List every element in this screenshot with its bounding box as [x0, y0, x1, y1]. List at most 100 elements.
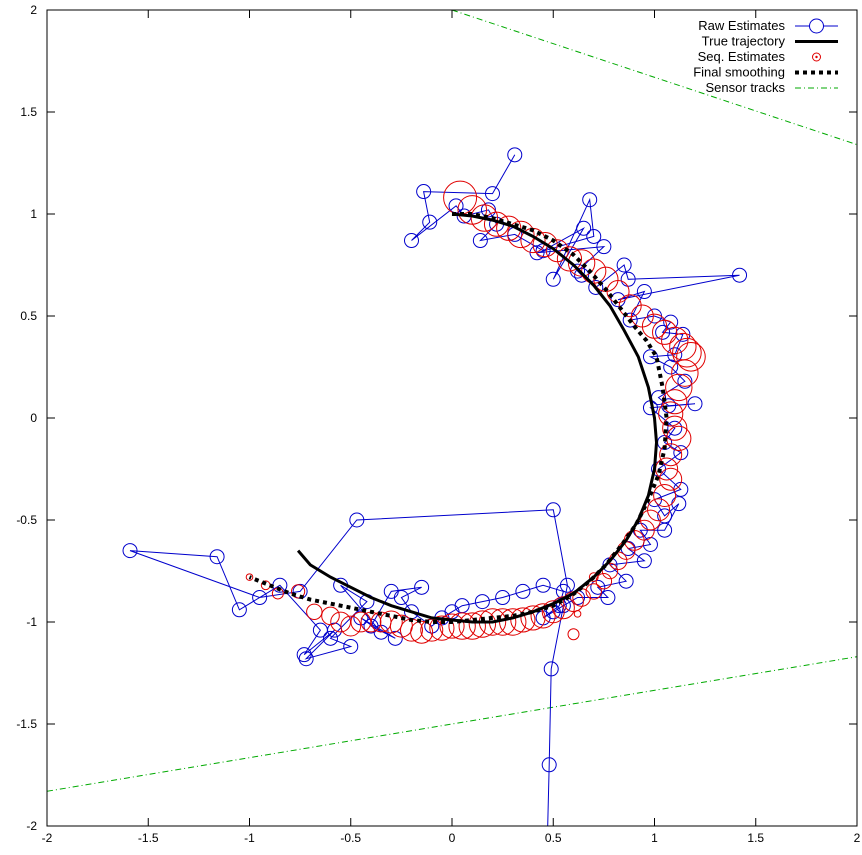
raw-estimate-point: [655, 324, 671, 340]
raw-estimate-point: [732, 267, 748, 283]
legend-label: Sensor tracks: [706, 80, 786, 95]
seq-estimate-point: [340, 615, 362, 637]
raw-estimate-point: [582, 192, 598, 208]
raw-estimate-point: [642, 349, 658, 365]
seq-estimate-point: [468, 610, 497, 638]
raw-estimate-point: [622, 312, 638, 328]
seq-estimate-point: [573, 610, 582, 618]
seq-estimate-point: [321, 606, 340, 626]
seq-estimate-point: [507, 220, 535, 249]
raw-estimate-point: [416, 184, 432, 200]
raw-estimate-point: [209, 549, 225, 565]
y-tick-label: -1: [26, 615, 37, 629]
raw-estimate-point: [543, 661, 559, 677]
raw-estimate-point: [296, 647, 312, 663]
raw-estimate-point: [122, 543, 138, 559]
seq-estimate-point: [532, 232, 558, 258]
raw-estimate-point: [343, 638, 359, 654]
seq-estimate-point: [647, 498, 671, 522]
legend-swatch-dot: [815, 55, 818, 59]
raw-estimate-point: [448, 198, 464, 214]
raw-estimate-point: [545, 271, 561, 287]
raw-estimate-point: [596, 239, 612, 255]
raw-estimate-point: [404, 233, 419, 249]
raw-estimate-point: [485, 186, 500, 202]
seq-estimate-point: [658, 401, 684, 427]
raw-estimate-point: [687, 396, 703, 412]
raw-estimate-point: [545, 502, 561, 518]
raw-estimate-point: [495, 590, 511, 606]
seq-estimate-point: [470, 204, 499, 232]
x-tick-label: 2: [854, 831, 861, 845]
seq-estimate-point: [652, 319, 678, 345]
raw-estimate-point: [472, 233, 488, 249]
x-tick-label: -1: [244, 831, 255, 845]
raw-estimate-point: [657, 522, 673, 538]
seq-estimate-point: [429, 615, 455, 641]
raw-estimate-point: [677, 373, 693, 389]
seq-estimate-point: [601, 562, 619, 580]
y-tick-label: 1: [30, 207, 37, 221]
seq-estimate-point: [676, 342, 706, 372]
seq-estimate-point: [556, 246, 583, 272]
raw-estimate-point: [387, 630, 403, 646]
raw-estimate-point: [298, 651, 314, 667]
seq-estimate-point: [458, 612, 486, 640]
seq-estimate-point: [520, 605, 546, 631]
x-tick-label: -2: [42, 831, 53, 845]
seq-estimate-point: [659, 443, 683, 467]
raw-estimate-point: [349, 512, 365, 528]
seq-estimate-point: [671, 359, 699, 387]
raw-estimate-point: [663, 314, 679, 330]
seq-estimate-point: [530, 603, 556, 629]
legend-label: Seq. Estimates: [698, 49, 786, 64]
y-tick-label: -0.5: [16, 513, 37, 527]
raw-estimate-point: [252, 590, 268, 606]
final-smoothing-line: [248, 212, 669, 624]
raw-estimates-line: [129, 154, 740, 826]
legend-swatch-circle: [809, 18, 824, 34]
raw-estimate-point: [576, 220, 592, 236]
raw-estimate-point: [636, 284, 652, 300]
raw-estimate-point: [507, 147, 523, 163]
raw-estimate-point: [474, 594, 490, 610]
legend-label: Raw Estimates: [698, 18, 785, 33]
true-trajectory-line: [296, 212, 659, 624]
plot-area: [47, 10, 857, 826]
legend-swatch-circle: [812, 52, 821, 62]
x-tick-label: 0: [449, 831, 456, 845]
axes: -2 -1.5 -1 -0.5 0 0.5 1 1.5 2 -2 -1.5 -1 -0.5 0 0.5 1 1.…: [16, 3, 860, 845]
seq-estimate-point: [379, 610, 403, 634]
x-tick-label: 0.5: [545, 831, 562, 845]
raw-estimate-point: [667, 420, 683, 436]
raw-estimate-point: [231, 602, 247, 618]
y-tick-label: 0: [30, 411, 37, 425]
legend-label: True trajectory: [702, 34, 786, 49]
seq-estimate-point: [245, 573, 254, 581]
seq-estimate-point: [567, 249, 596, 277]
y-tick-label: 0.5: [20, 309, 37, 323]
raw-estimate-point: [541, 757, 557, 773]
seq-estimate-point: [585, 583, 602, 600]
seq-estimate-point: [330, 611, 352, 633]
raw-estimate-point: [663, 359, 679, 375]
raw-estimate-point: [383, 583, 399, 599]
raw-estimate-point: [616, 257, 632, 273]
raw-estimate-point: [600, 590, 616, 606]
y-tick-label: -1.5: [16, 717, 37, 731]
seq-estimate-point: [510, 607, 536, 633]
x-tick-label: 1.5: [747, 831, 764, 845]
seq-estimate-point: [659, 467, 683, 491]
x-tick-label: -1.5: [138, 831, 159, 845]
x-tick-label: 1: [651, 831, 658, 845]
seq-estimate-point: [439, 613, 465, 639]
seq-estimate-point: [567, 628, 580, 641]
raw-estimate-point: [422, 214, 438, 230]
raw-estimate-point: [323, 630, 338, 646]
raw-estimate-point: [414, 579, 430, 595]
seq-estimate-point: [653, 484, 677, 508]
raw-estimate-point: [515, 583, 531, 599]
